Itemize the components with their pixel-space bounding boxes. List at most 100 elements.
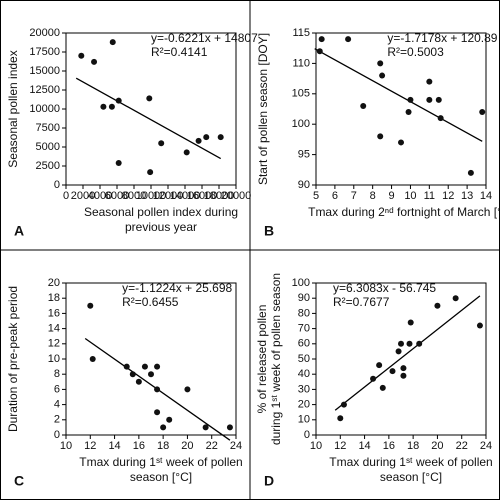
point	[398, 139, 404, 146]
point	[345, 36, 352, 43]
equation: y=-1.7178x + 120.89	[387, 31, 497, 45]
point	[91, 58, 98, 65]
y-tick-label: 15000	[29, 65, 60, 77]
y-tick-label: 8	[54, 368, 60, 380]
r-squared: R²=0.6455	[122, 295, 179, 309]
point	[416, 340, 423, 347]
y-tick-label: 20	[298, 399, 310, 411]
x-tick-label: 12000	[153, 190, 184, 202]
x-axis-label: Tmax during 1ˢᵗ week of pollen	[79, 455, 242, 469]
y-tick-label: 0	[304, 429, 310, 441]
y-tick-label: 95	[298, 149, 310, 161]
point	[158, 140, 165, 147]
y-axis-label: Seasonal pollen index	[6, 50, 20, 167]
point	[467, 169, 474, 176]
point	[316, 48, 323, 55]
y-tick-label: 2	[54, 414, 60, 426]
point	[426, 96, 433, 103]
point	[360, 102, 367, 109]
point	[154, 386, 161, 393]
point	[148, 371, 154, 378]
point	[318, 36, 325, 43]
panel: 0 200040006000800010000120001400016000180…	[6, 27, 258, 239]
point	[147, 169, 154, 176]
x-tick-label: 20	[431, 440, 443, 452]
x-tick-label: 4000	[88, 190, 112, 202]
y-tick-label: 90	[298, 179, 310, 191]
x-axis-label: Tmax during 1ˢᵗ week of pollen	[329, 455, 492, 469]
point	[400, 372, 407, 379]
r-squared: R²=0.4141	[151, 45, 208, 59]
y-tick-label: 0	[54, 179, 60, 191]
y-tick-label: 10000	[29, 103, 60, 115]
x-tick-label: 8000	[122, 190, 146, 202]
panel-letter: D	[264, 473, 274, 489]
y-tick-label: 80	[298, 307, 310, 319]
point	[407, 96, 414, 103]
x-tick-label: 20000	[221, 190, 252, 202]
y-tick-label: 105	[292, 88, 310, 100]
trend-line	[314, 48, 483, 142]
y-tick-label: 115	[292, 27, 310, 39]
point	[202, 424, 209, 431]
y-tick-label: 18	[48, 292, 60, 304]
point	[109, 39, 116, 46]
x-tick-label: 10000	[136, 190, 167, 202]
equation: y=-1.1224x + 25.698	[122, 281, 232, 295]
point	[379, 384, 386, 391]
x-axis-label: season [°C]	[130, 470, 192, 484]
point	[407, 319, 414, 326]
y-tick-label: 40	[298, 368, 310, 380]
point	[476, 322, 483, 329]
x-tick-label: 18	[157, 440, 169, 452]
y-tick-label: 60	[298, 338, 310, 350]
point	[379, 72, 386, 79]
point	[108, 103, 115, 110]
point	[376, 362, 383, 369]
point	[226, 424, 233, 431]
point	[405, 109, 412, 116]
point	[435, 96, 442, 103]
y-tick-label: 6	[54, 383, 60, 395]
x-tick-label: 0	[63, 190, 69, 202]
y-axis-label: % of released pollen	[255, 305, 269, 414]
x-tick-label: 14	[480, 190, 492, 202]
point	[434, 302, 441, 309]
y-tick-label: 70	[298, 323, 310, 335]
y-axis-label: during 1ˢᵗ week of pollen season	[269, 273, 283, 445]
y-tick-label: 30	[298, 383, 310, 395]
point	[398, 340, 404, 347]
equation: y=-0.6221x + 14807	[151, 31, 258, 45]
x-tick-label: 12	[442, 190, 454, 202]
point	[154, 409, 161, 416]
point	[141, 363, 148, 370]
point	[154, 363, 161, 370]
point	[100, 103, 107, 110]
point	[395, 348, 402, 355]
point	[135, 378, 142, 385]
y-tick-label: 12	[48, 338, 60, 350]
x-tick-label: 20	[181, 440, 193, 452]
y-tick-label: 90	[298, 292, 310, 304]
point	[166, 416, 173, 423]
panel-letter: C	[14, 473, 24, 489]
y-tick-label: 100	[292, 277, 310, 289]
y-tick-label: 2500	[36, 160, 60, 172]
plot-frame	[315, 32, 487, 186]
panel: 5 6 7 8 9 10 11 12 13 14 90 95 100 105 110 115 Tmax duri…	[256, 27, 500, 239]
point	[129, 371, 136, 378]
y-axis-label: Start of pollen season [DOY]	[256, 33, 270, 185]
x-tick-label: 10	[310, 440, 322, 452]
x-axis-label: season [°C]	[380, 470, 442, 484]
x-tick-label: 22	[206, 440, 218, 452]
x-tick-label: 14	[358, 440, 370, 452]
point	[370, 375, 377, 382]
x-tick-label: 2000	[71, 190, 95, 202]
x-tick-label: 18000	[204, 190, 235, 202]
point	[479, 109, 486, 116]
r-squared: R²=0.5003	[387, 45, 444, 59]
trend-line	[75, 77, 222, 160]
y-tick-label: 10	[298, 414, 310, 426]
x-tick-label: 24	[480, 440, 492, 452]
